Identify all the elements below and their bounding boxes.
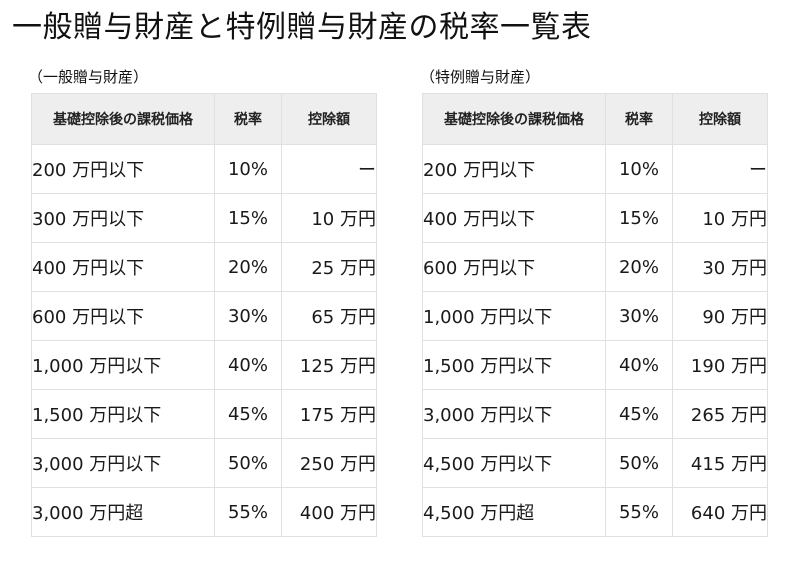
taxable-price-cell: 600 万円以下 bbox=[31, 291, 215, 341]
table-row: 200 万円以下 10% ー bbox=[422, 144, 768, 194]
table-row: 600 万円以下 20% 30 万円 bbox=[422, 242, 768, 292]
taxable-price-cell: 1,500 万円以下 bbox=[31, 389, 215, 439]
taxable-price-cell: 1,000 万円以下 bbox=[31, 340, 215, 390]
taxable-price-cell: 1,500 万円以下 bbox=[422, 340, 606, 390]
deduction-cell: 250 万円 bbox=[281, 438, 377, 488]
taxable-price-cell: 300 万円以下 bbox=[31, 193, 215, 243]
header-taxable-price: 基礎控除後の課税価格 bbox=[31, 93, 215, 145]
tax-rate-cell: 10% bbox=[605, 144, 673, 194]
general-rate-table: 基礎控除後の課税価格 税率 控除額 200 万円以下 10% ー 300 万円以下 15… bbox=[31, 93, 377, 537]
general-section-label: （一般贈与財産） bbox=[28, 68, 149, 86]
header-deduction: 控除額 bbox=[672, 93, 768, 145]
taxable-price-cell: 3,000 万円超 bbox=[31, 487, 215, 537]
taxable-price-cell: 200 万円以下 bbox=[31, 144, 215, 194]
tax-rate-cell: 30% bbox=[214, 291, 282, 341]
tax-rate-cell: 15% bbox=[214, 193, 282, 243]
deduction-cell: 125 万円 bbox=[281, 340, 377, 390]
deduction-cell: 25 万円 bbox=[281, 242, 377, 292]
page-title: 一般贈与財産と特例贈与財産の税率一覧表 bbox=[12, 10, 592, 45]
table-row: 200 万円以下 10% ー bbox=[31, 144, 377, 194]
table-row: 600 万円以下 30% 65 万円 bbox=[31, 291, 377, 341]
taxable-price-cell: 4,500 万円以下 bbox=[422, 438, 606, 488]
taxable-price-cell: 3,000 万円以下 bbox=[31, 438, 215, 488]
taxable-price-cell: 3,000 万円以下 bbox=[422, 389, 606, 439]
deduction-cell: 175 万円 bbox=[281, 389, 377, 439]
header-tax-rate: 税率 bbox=[605, 93, 673, 145]
deduction-cell: ー bbox=[281, 144, 377, 194]
tax-rate-cell: 15% bbox=[605, 193, 673, 243]
header-taxable-price: 基礎控除後の課税価格 bbox=[422, 93, 606, 145]
deduction-cell: 190 万円 bbox=[672, 340, 768, 390]
deduction-cell: 10 万円 bbox=[281, 193, 377, 243]
tax-rate-cell: 55% bbox=[605, 487, 673, 537]
header-deduction: 控除額 bbox=[281, 93, 377, 145]
table-row: 1,000 万円以下 40% 125 万円 bbox=[31, 340, 377, 390]
table-row: 300 万円以下 15% 10 万円 bbox=[31, 193, 377, 243]
deduction-cell: 265 万円 bbox=[672, 389, 768, 439]
tax-rate-cell: 40% bbox=[214, 340, 282, 390]
tax-rate-cell: 10% bbox=[214, 144, 282, 194]
taxable-price-cell: 600 万円以下 bbox=[422, 242, 606, 292]
deduction-cell: 415 万円 bbox=[672, 438, 768, 488]
table-row: 1,000 万円以下 30% 90 万円 bbox=[422, 291, 768, 341]
taxable-price-cell: 400 万円以下 bbox=[422, 193, 606, 243]
taxable-price-cell: 1,000 万円以下 bbox=[422, 291, 606, 341]
tax-rate-cell: 50% bbox=[214, 438, 282, 488]
special-section-label: （特例贈与財産） bbox=[420, 68, 541, 86]
tax-rate-cell: 30% bbox=[605, 291, 673, 341]
table-row: 400 万円以下 15% 10 万円 bbox=[422, 193, 768, 243]
tax-rate-cell: 40% bbox=[605, 340, 673, 390]
tax-rate-cell: 50% bbox=[605, 438, 673, 488]
table-row: 400 万円以下 20% 25 万円 bbox=[31, 242, 377, 292]
tax-rate-cell: 45% bbox=[214, 389, 282, 439]
taxable-price-cell: 400 万円以下 bbox=[31, 242, 215, 292]
table-row: 3,000 万円以下 50% 250 万円 bbox=[31, 438, 377, 488]
taxable-price-cell: 200 万円以下 bbox=[422, 144, 606, 194]
tax-rate-cell: 55% bbox=[214, 487, 282, 537]
deduction-cell: 640 万円 bbox=[672, 487, 768, 537]
taxable-price-cell: 4,500 万円超 bbox=[422, 487, 606, 537]
header-tax-rate: 税率 bbox=[214, 93, 282, 145]
deduction-cell: 90 万円 bbox=[672, 291, 768, 341]
table-header-row: 基礎控除後の課税価格 税率 控除額 bbox=[422, 93, 768, 145]
table-row: 4,500 万円超 55% 640 万円 bbox=[422, 487, 768, 537]
special-rate-table: 基礎控除後の課税価格 税率 控除額 200 万円以下 10% ー 400 万円以下 15… bbox=[422, 93, 768, 537]
deduction-cell: ー bbox=[672, 144, 768, 194]
deduction-cell: 30 万円 bbox=[672, 242, 768, 292]
tax-rate-cell: 20% bbox=[605, 242, 673, 292]
table-row: 1,500 万円以下 45% 175 万円 bbox=[31, 389, 377, 439]
table-row: 4,500 万円以下 50% 415 万円 bbox=[422, 438, 768, 488]
deduction-cell: 10 万円 bbox=[672, 193, 768, 243]
deduction-cell: 65 万円 bbox=[281, 291, 377, 341]
table-row: 3,000 万円以下 45% 265 万円 bbox=[422, 389, 768, 439]
deduction-cell: 400 万円 bbox=[281, 487, 377, 537]
tax-rate-cell: 45% bbox=[605, 389, 673, 439]
table-row: 3,000 万円超 55% 400 万円 bbox=[31, 487, 377, 537]
table-header-row: 基礎控除後の課税価格 税率 控除額 bbox=[31, 93, 377, 145]
table-row: 1,500 万円以下 40% 190 万円 bbox=[422, 340, 768, 390]
tax-rate-cell: 20% bbox=[214, 242, 282, 292]
